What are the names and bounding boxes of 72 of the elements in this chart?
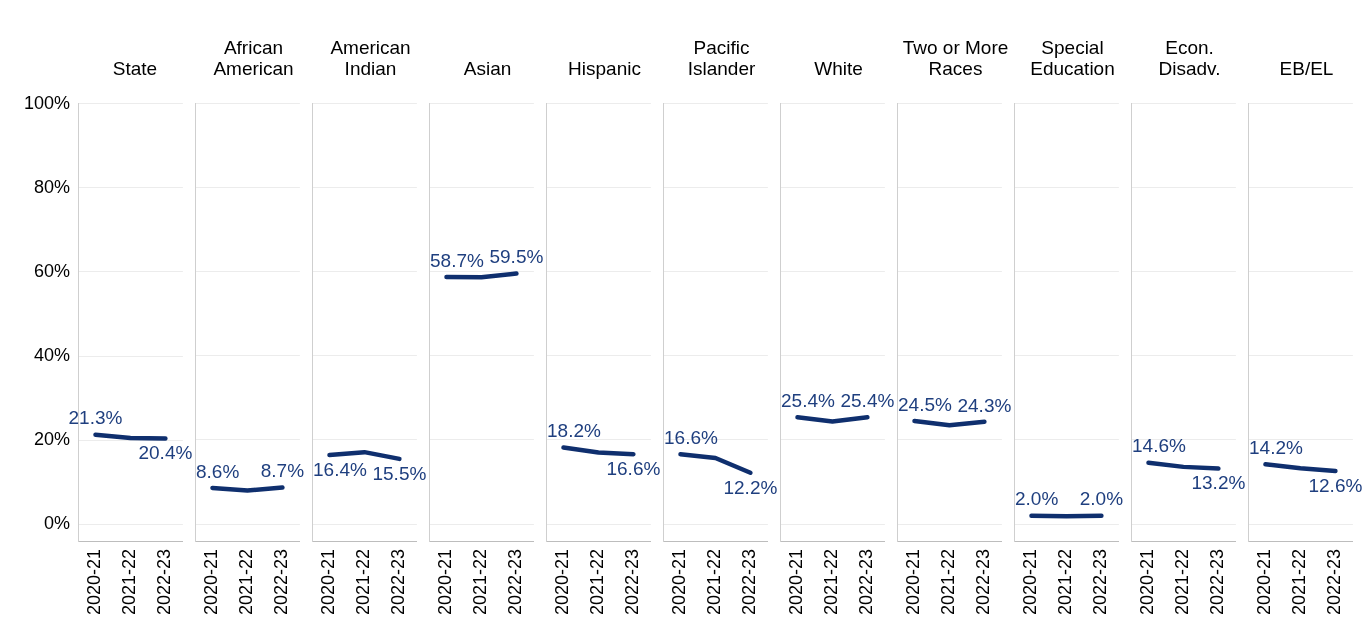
x-tick-label: 2020-21: [786, 549, 807, 616]
y-tick-label: 20%: [33, 429, 70, 450]
y-tick-label: 60%: [33, 260, 70, 281]
data-label: 25.4%: [781, 389, 835, 411]
data-label: 16.6%: [664, 426, 718, 448]
data-label: 8.7%: [260, 460, 305, 482]
x-tick-label: 2022-23: [739, 549, 760, 616]
data-label: 20.4%: [138, 442, 193, 464]
chart-title: State: [111, 57, 159, 81]
x-tick-label: 2021-22: [1172, 549, 1193, 616]
x-tick-label: 2020-21: [669, 549, 690, 616]
x-tick-label: 2021-22: [470, 549, 491, 616]
x-tick-label: 2021-22: [587, 549, 608, 616]
x-tick-label: 2020-21: [201, 549, 222, 616]
x-tick-label: 2022-23: [973, 549, 994, 616]
data-label: 59.5%: [489, 246, 544, 268]
x-tick-label: 2021-22: [119, 549, 140, 616]
data-label: 58.7%: [430, 249, 484, 271]
x-tick-label: 2021-22: [1289, 549, 1310, 616]
chart-title: EB/EL: [1278, 57, 1335, 81]
y-tick-label: 0%: [43, 513, 70, 534]
data-label: 12.6%: [1308, 474, 1363, 496]
data-label: 16.4%: [313, 458, 367, 480]
chart-title: Hispanic: [567, 57, 642, 81]
chart-title: African American: [212, 36, 295, 81]
data-label: 13.2%: [1191, 472, 1246, 494]
data-label: 12.2%: [723, 476, 778, 498]
x-tick-label: 2022-23: [154, 549, 175, 616]
data-label: 25.4%: [840, 389, 895, 411]
x-tick-label: 2020-21: [84, 549, 105, 616]
data-label: 8.6%: [196, 460, 240, 482]
chart-title: Pacific Islander: [686, 36, 757, 81]
data-label: 2.0%: [1015, 488, 1059, 510]
data-label: 24.3%: [957, 394, 1012, 416]
data-label: 15.5%: [372, 462, 427, 484]
chart-title: American Indian: [329, 36, 412, 81]
chart-title: Asian: [462, 57, 513, 81]
x-tick-label: 2022-23: [271, 549, 292, 616]
data-label: 18.2%: [547, 420, 601, 442]
x-tick-label: 2022-23: [856, 549, 877, 616]
x-tick-label: 2020-21: [1137, 549, 1158, 616]
x-tick-label: 2020-21: [318, 549, 339, 616]
data-label: 14.6%: [1132, 435, 1186, 457]
chart-title: Econ. Disadv.: [1157, 36, 1222, 81]
y-tick-label: 80%: [33, 176, 70, 197]
data-label: 21.3%: [68, 407, 123, 429]
x-tick-label: 2020-21: [903, 549, 924, 616]
x-tick-label: 2021-22: [1055, 549, 1076, 616]
x-tick-label: 2020-21: [435, 549, 456, 616]
data-label: 16.6%: [606, 457, 661, 479]
x-tick-label: 2022-23: [622, 549, 643, 616]
x-tick-label: 2021-22: [704, 549, 725, 616]
x-tick-label: 2020-21: [1254, 549, 1275, 616]
chart-title: Two or More Races: [901, 36, 1010, 81]
x-tick-label: 2022-23: [1324, 549, 1345, 616]
x-tick-label: 2020-21: [552, 549, 573, 616]
x-tick-label: 2020-21: [1020, 549, 1041, 616]
x-tick-label: 2021-22: [353, 549, 374, 616]
x-tick-label: 2022-23: [1090, 549, 1111, 616]
x-tick-label: 2021-22: [236, 549, 257, 616]
x-tick-label: 2022-23: [505, 549, 526, 616]
chart-title: White: [813, 57, 864, 81]
chart-title: Special Education: [1029, 36, 1116, 81]
x-tick-label: 2022-23: [388, 549, 409, 616]
x-tick-label: 2022-23: [1207, 549, 1228, 616]
data-label: 2.0%: [1079, 488, 1124, 510]
data-label: 24.5%: [898, 393, 952, 415]
x-tick-label: 2021-22: [821, 549, 842, 616]
x-tick-label: 2021-22: [938, 549, 959, 616]
data-label: 14.2%: [1249, 437, 1303, 459]
y-tick-label: 40%: [33, 345, 70, 365]
y-tick-label: 100%: [23, 92, 70, 113]
